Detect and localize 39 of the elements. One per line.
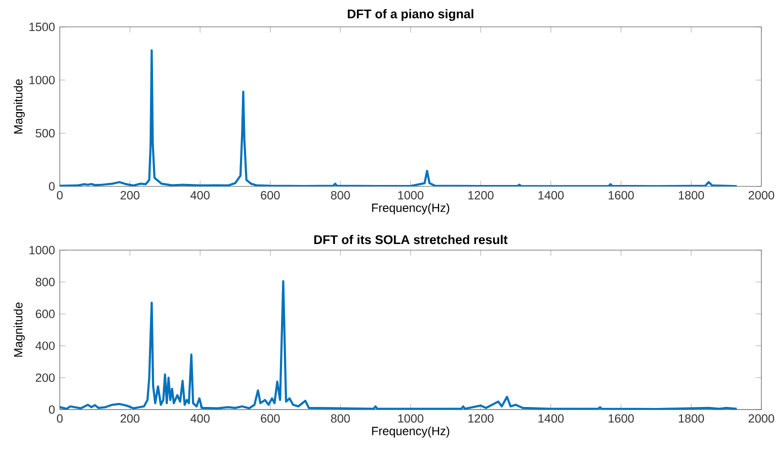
line-series: [60, 49, 738, 186]
x-tick-label: 1000: [398, 414, 424, 422]
x-tick-label: 2000: [748, 190, 774, 200]
y-tick-label: 800: [36, 278, 55, 286]
x-tick-label: 1600: [608, 414, 634, 422]
x-tick-label: 800: [330, 190, 350, 200]
y-tick-label: 1500: [30, 22, 55, 31]
x-tick-label: 0: [56, 190, 63, 200]
x-tick-label: 600: [260, 414, 280, 422]
x-tick-label: 400: [190, 190, 210, 200]
y-tick-label: 200: [36, 373, 55, 382]
x-axis-title: Frequency(Hz): [372, 203, 450, 214]
y-tick-label: 0: [48, 405, 55, 414]
y-tick-label: 1000: [30, 246, 55, 254]
x-tick-label: 1400: [538, 190, 564, 200]
x-tick-label: 1000: [398, 190, 424, 200]
chart-title: DFT of its SOLA stretched result: [314, 234, 508, 244]
y-tick-label: 1000: [30, 76, 55, 84]
x-tick-label: 200: [120, 414, 140, 422]
x-tick-label: 600: [260, 190, 280, 200]
x-tick-label: 1800: [678, 190, 704, 200]
y-tick-label: 0: [48, 182, 55, 190]
x-tick-label: 1200: [468, 190, 494, 200]
chart-title: DFT of a piano signal: [348, 8, 474, 21]
x-tick-label: 1200: [468, 414, 494, 422]
x-tick-label: 1600: [608, 190, 634, 200]
x-tick-label: 1400: [538, 414, 564, 422]
y-tick-label: 600: [36, 309, 55, 318]
x-tick-label: 1800: [678, 414, 704, 422]
y-axis-title: Magnitude: [14, 79, 25, 134]
x-tick-label: 200: [120, 190, 140, 200]
x-tick-label: 400: [190, 414, 210, 422]
y-tick-label: 400: [36, 341, 55, 350]
y-tick-label: 500: [36, 128, 55, 138]
y-axis-title: Magnitude: [14, 302, 25, 356]
x-tick-label: 2000: [748, 414, 774, 422]
x-tick-label: 800: [330, 414, 350, 422]
x-tick-label: 0: [56, 414, 63, 422]
x-axis-title: Frequency(Hz): [372, 426, 450, 438]
